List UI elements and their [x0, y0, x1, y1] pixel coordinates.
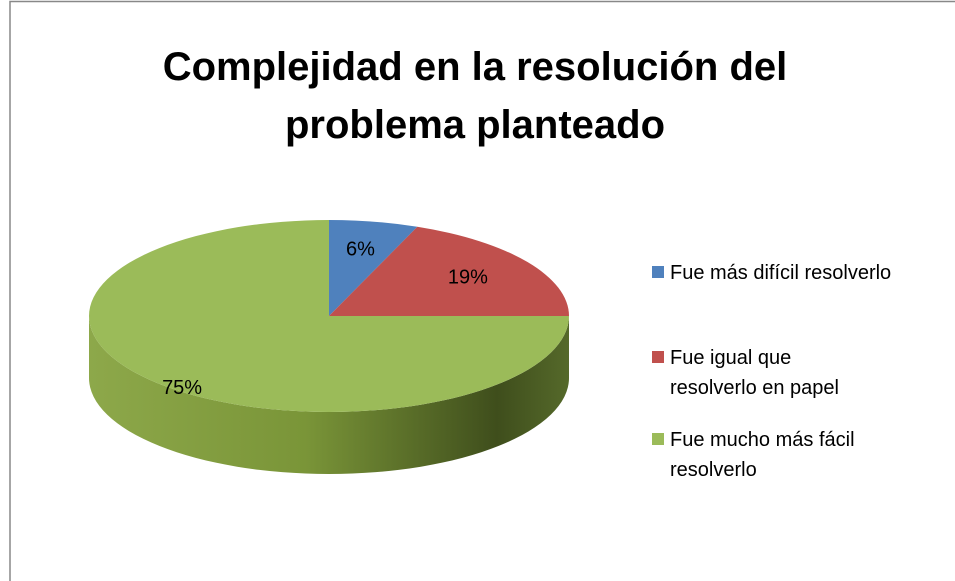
legend-swatch [652, 351, 664, 363]
legend-label: Fue igual que resolverlo en papel [670, 347, 839, 399]
pie-slice [329, 226, 569, 316]
data-label: 75% [162, 377, 202, 399]
frame [9, 0, 955, 581]
legend-label: Fue mucho más fácil resolverlo [670, 429, 855, 481]
pie-slice [329, 220, 418, 316]
pie-slice [89, 220, 569, 412]
data-label: 19% [448, 267, 488, 289]
pie-slice-side [89, 316, 569, 474]
legend-swatch [652, 266, 664, 278]
data-label: 6% [346, 238, 375, 260]
legend-swatch [652, 433, 664, 445]
legend-label: Fue más difícil resolverlo [670, 262, 892, 284]
chart-title: Complejidad en la resolución del problem… [162, 45, 788, 147]
